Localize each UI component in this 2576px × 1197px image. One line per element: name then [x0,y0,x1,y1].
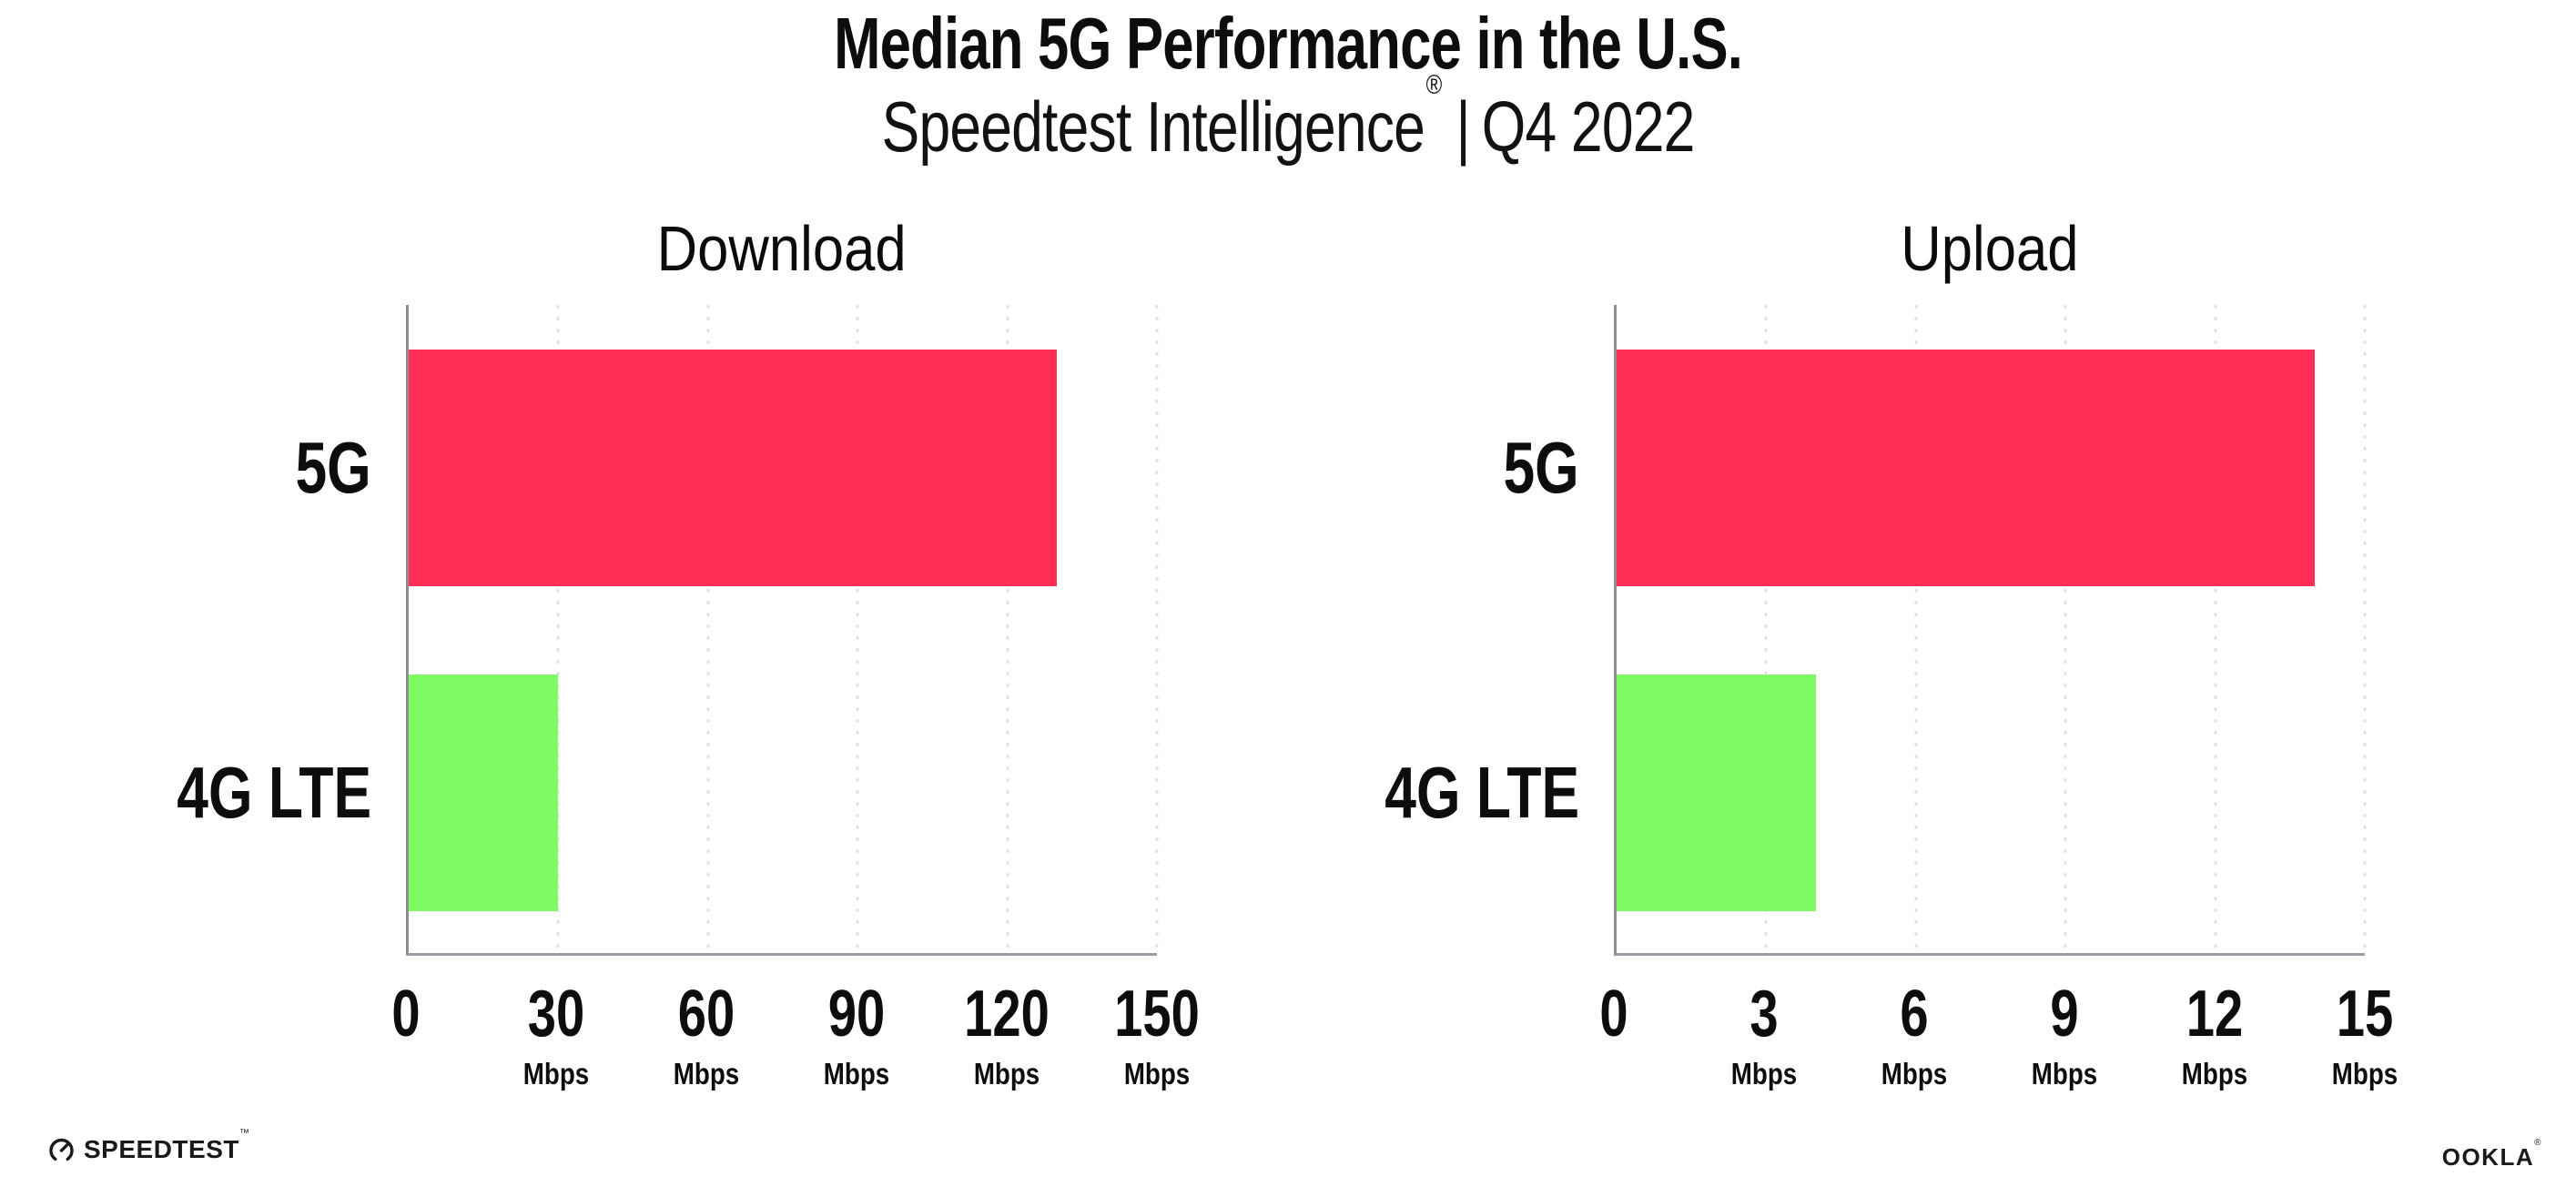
xtick-upload-15: 15 Mbps [2331,978,2399,1090]
xtick-upload-6: 6 Mbps [1881,978,1948,1090]
xtick-upload-9: 9 Mbps [2031,978,2098,1090]
bar-upload-5g [1617,350,2316,586]
gridline-9-mbps [2064,305,2067,953]
ookla-wordmark: OOKLA [2441,1143,2535,1171]
xtick-download-60: 60 Mbps [673,978,740,1090]
ookla-logo: OOKLA® [2441,1138,2542,1172]
category-label-download-4g-lte: 4G LTE [177,752,371,833]
download-plot-area [406,305,1159,956]
category-label-upload-4g-lte: 4G LTE [1384,752,1579,833]
gridline-12-mbps [2214,305,2217,953]
subtitle-period: Q4 2022 [1481,86,1696,167]
page-subtitle: Speedtest Intelligence® | Q4 2022 [0,70,2576,168]
gridline-6-mbps [1914,305,1918,953]
xtick-upload-0: 0 [1599,978,1628,1050]
upload-chart: Upload 0 3 Mbps 6 Mbps 9 Mbps 12 Mbps 15 Mbps 5G 4G… [1384,213,2398,1089]
download-chart: Download 0 30 Mbps 60 Mbps 90 Mbps 120 Mbps 150 Mb… [177,213,1200,1089]
bar-download-5g [409,350,1058,586]
page-title-text: Median 5G Performance in the U.S. [833,3,1743,84]
gridline-90-mbps [856,305,859,953]
xtick-upload-3: 3 Mbps [1730,978,1798,1090]
xtick-download-150: 150 Mbps [1114,978,1200,1090]
gridline-30-mbps [556,305,560,953]
registered-mark-icon: ® [2534,1138,2542,1148]
gridline-120-mbps [1006,305,1009,953]
subtitle-separator: | [1455,86,1470,167]
xtick-download-0: 0 [391,978,421,1050]
page-title: Median 5G Performance in the U.S. [0,2,2576,86]
registered-mark-icon: ® [1425,70,1443,100]
bar-download-4g-lte [409,675,559,911]
xtick-download-90: 90 Mbps [823,978,890,1090]
gridline-3-mbps [1764,305,1768,953]
speedtest-wordmark: SPEEDTEST™ [84,1128,250,1163]
upload-chart-title: Upload [1900,213,2079,284]
gridline-150-mbps [1155,305,1159,953]
speedtest-logo: SPEEDTEST™ [47,1128,250,1164]
trademark-icon: ™ [238,1128,250,1139]
gridline-15-mbps [2363,305,2367,953]
gridline-60-mbps [706,305,710,953]
category-label-upload-5g: 5G [1503,427,1579,508]
xtick-download-30: 30 Mbps [522,978,590,1090]
xtick-download-120: 120 Mbps [964,978,1050,1090]
bar-upload-4g-lte [1617,675,1817,911]
subtitle-product: Speedtest Intelligence [881,86,1425,167]
download-chart-title: Download [656,213,907,284]
upload-plot-area [1614,305,2367,956]
speedtest-gauge-icon [49,1138,74,1162]
xtick-upload-12: 12 Mbps [2181,978,2248,1090]
category-label-download-5g: 5G [295,427,371,508]
